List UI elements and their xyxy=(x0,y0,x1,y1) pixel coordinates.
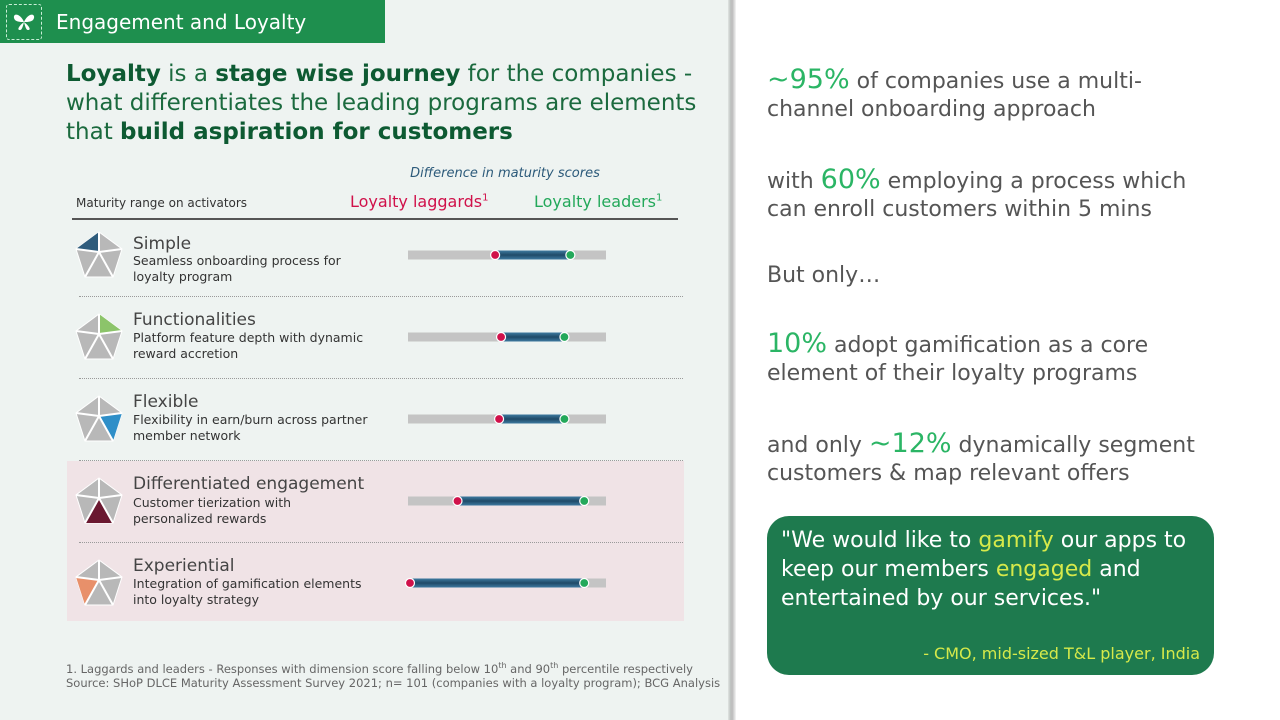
leaders-legend: Loyalty leaders1 xyxy=(534,192,662,211)
panel-divider xyxy=(728,0,736,720)
laggard-point-flexible xyxy=(493,413,505,425)
leaders-footnote-mark: 1 xyxy=(655,192,663,204)
quote-highlight-gamify: gamify xyxy=(978,528,1054,553)
leaders-legend-text: Loyalty leaders xyxy=(534,192,656,211)
quote-box: "We would like to gamify our apps to kee… xyxy=(767,516,1214,675)
stat-text: employing a process which can enroll cus… xyxy=(767,169,1187,222)
pentagon-experiential-icon xyxy=(75,559,123,606)
stat-highlight: ~95% xyxy=(767,64,850,95)
title-bar: Engagement and Loyalty xyxy=(0,0,385,43)
row-separator xyxy=(79,378,683,379)
laggards-footnote-mark: 1 xyxy=(482,192,489,204)
pentagon-functionalities-icon xyxy=(75,313,123,360)
stat-text: dynamically segment customers & map rele… xyxy=(767,433,1195,486)
headline-bold-1: Loyalty xyxy=(66,61,161,87)
quote-part-2: our apps to keep our members xyxy=(781,528,1187,582)
row-desc-simple: Seamless onboarding process for loyalty … xyxy=(133,253,341,284)
row-separator xyxy=(79,460,683,461)
range-bar-simple xyxy=(495,250,571,260)
maturity-range-label: Maturity range on activators xyxy=(76,196,248,210)
quote-text: "We would like to gamify our apps to kee… xyxy=(781,526,1200,613)
butterfly-icon xyxy=(6,3,42,40)
laggards-legend-text: Loyalty laggards xyxy=(350,192,483,211)
range-bar-differentiated-engagement xyxy=(457,496,585,506)
footnote-sup-2: th xyxy=(550,661,559,670)
row-separator xyxy=(79,542,683,543)
range-bar-flexible xyxy=(499,414,565,424)
quote-highlight-engaged: engaged xyxy=(995,557,1093,582)
row-desc-functionalities: Platform feature depth with dynamic rewa… xyxy=(133,330,364,361)
slide-title: Engagement and Loyalty xyxy=(56,9,307,34)
footnote-sup-1: th xyxy=(498,661,507,670)
footnotes: 1. Laggards and leaders - Responses with… xyxy=(66,659,720,690)
footnote-1b: and 90 xyxy=(506,661,551,676)
stat-highlight: 60% xyxy=(820,164,881,195)
quote-attribution: - CMO, mid-sized T&L player, India xyxy=(923,644,1200,663)
range-bar-experiential xyxy=(409,578,585,588)
maturity-range-chart xyxy=(404,249,606,589)
laggard-point-functionalities xyxy=(495,331,507,343)
headline: Loyalty is a stage wise journey for the … xyxy=(66,60,731,147)
row-name-flexible: Flexible xyxy=(133,392,199,412)
row-name-experiential: Experiential xyxy=(133,556,235,576)
pentagon-simple-icon xyxy=(75,231,123,278)
stat-highlight: 10% xyxy=(767,328,828,359)
stat-text: adopt gamification as a core element of … xyxy=(767,333,1149,386)
headline-text-2: is a xyxy=(160,61,216,87)
range-bar-functionalities xyxy=(501,332,565,342)
stat-pre: But only… xyxy=(767,263,881,288)
stat-highlight: ~12% xyxy=(868,428,952,459)
stat-pre: with xyxy=(767,169,821,194)
leader-point-flexible xyxy=(559,413,570,425)
stat-onboarding: ~95% of companies use a multi-channel on… xyxy=(767,66,1227,124)
row-desc-experiential: Integration of gamification elements int… xyxy=(133,576,362,607)
quote-part-1: "We would like to xyxy=(781,528,979,553)
header-rule xyxy=(72,218,678,220)
row-name-differentiated: Differentiated engagement xyxy=(133,474,365,494)
footnote-line-1: 1. Laggards and leaders - Responses with… xyxy=(66,659,720,676)
headline-text-4: for the companies - what differentiates … xyxy=(66,61,697,145)
laggards-legend: Loyalty laggards1 xyxy=(350,192,489,211)
quote-part-3: and entertained by our services." xyxy=(781,557,1141,611)
laggard-point-differentiated-engagement xyxy=(452,495,463,507)
pentagon-flexible-icon xyxy=(75,395,123,442)
laggard-point-simple xyxy=(490,249,501,261)
headline-bold-5: build aspiration for customers xyxy=(120,119,513,145)
row-desc-flexible: Flexibility in earn/burn across partner … xyxy=(133,412,368,443)
headline-bold-3: stage wise journey xyxy=(215,61,461,87)
row-name-functionalities: Functionalities xyxy=(133,310,256,330)
difference-label: Difference in maturity scores xyxy=(410,166,600,181)
footnote-1c: percentile respectively xyxy=(558,661,693,676)
stat-text: of companies use a multi-channel onboard… xyxy=(767,69,1142,122)
stat-pre: and only xyxy=(767,433,869,458)
pentagon-differentiated-icon xyxy=(75,477,123,524)
footnote-source: Source: SHoP DLCE Maturity Assessment Su… xyxy=(66,675,721,690)
leader-point-experiential xyxy=(579,577,590,589)
stat-gamification: 10% adopt gamification as a core element… xyxy=(767,330,1227,388)
stat-enroll: with 60% employing a process which can e… xyxy=(767,166,1227,224)
stat-but-only: But only… xyxy=(767,262,1227,290)
leader-point-simple xyxy=(565,249,576,261)
footnote-1a: 1. Laggards and leaders - Responses with… xyxy=(66,661,499,676)
laggard-point-experiential xyxy=(404,577,416,589)
stat-segmentation: and only ~12% dynamically segment custom… xyxy=(767,430,1227,488)
leader-point-differentiated-engagement xyxy=(579,495,590,507)
highlight-rows-background xyxy=(67,461,684,621)
row-separator xyxy=(79,296,683,297)
row-desc-differentiated: Customer tierization with personalized r… xyxy=(133,495,292,526)
leader-point-functionalities xyxy=(559,331,570,343)
row-name-simple: Simple xyxy=(133,234,192,254)
